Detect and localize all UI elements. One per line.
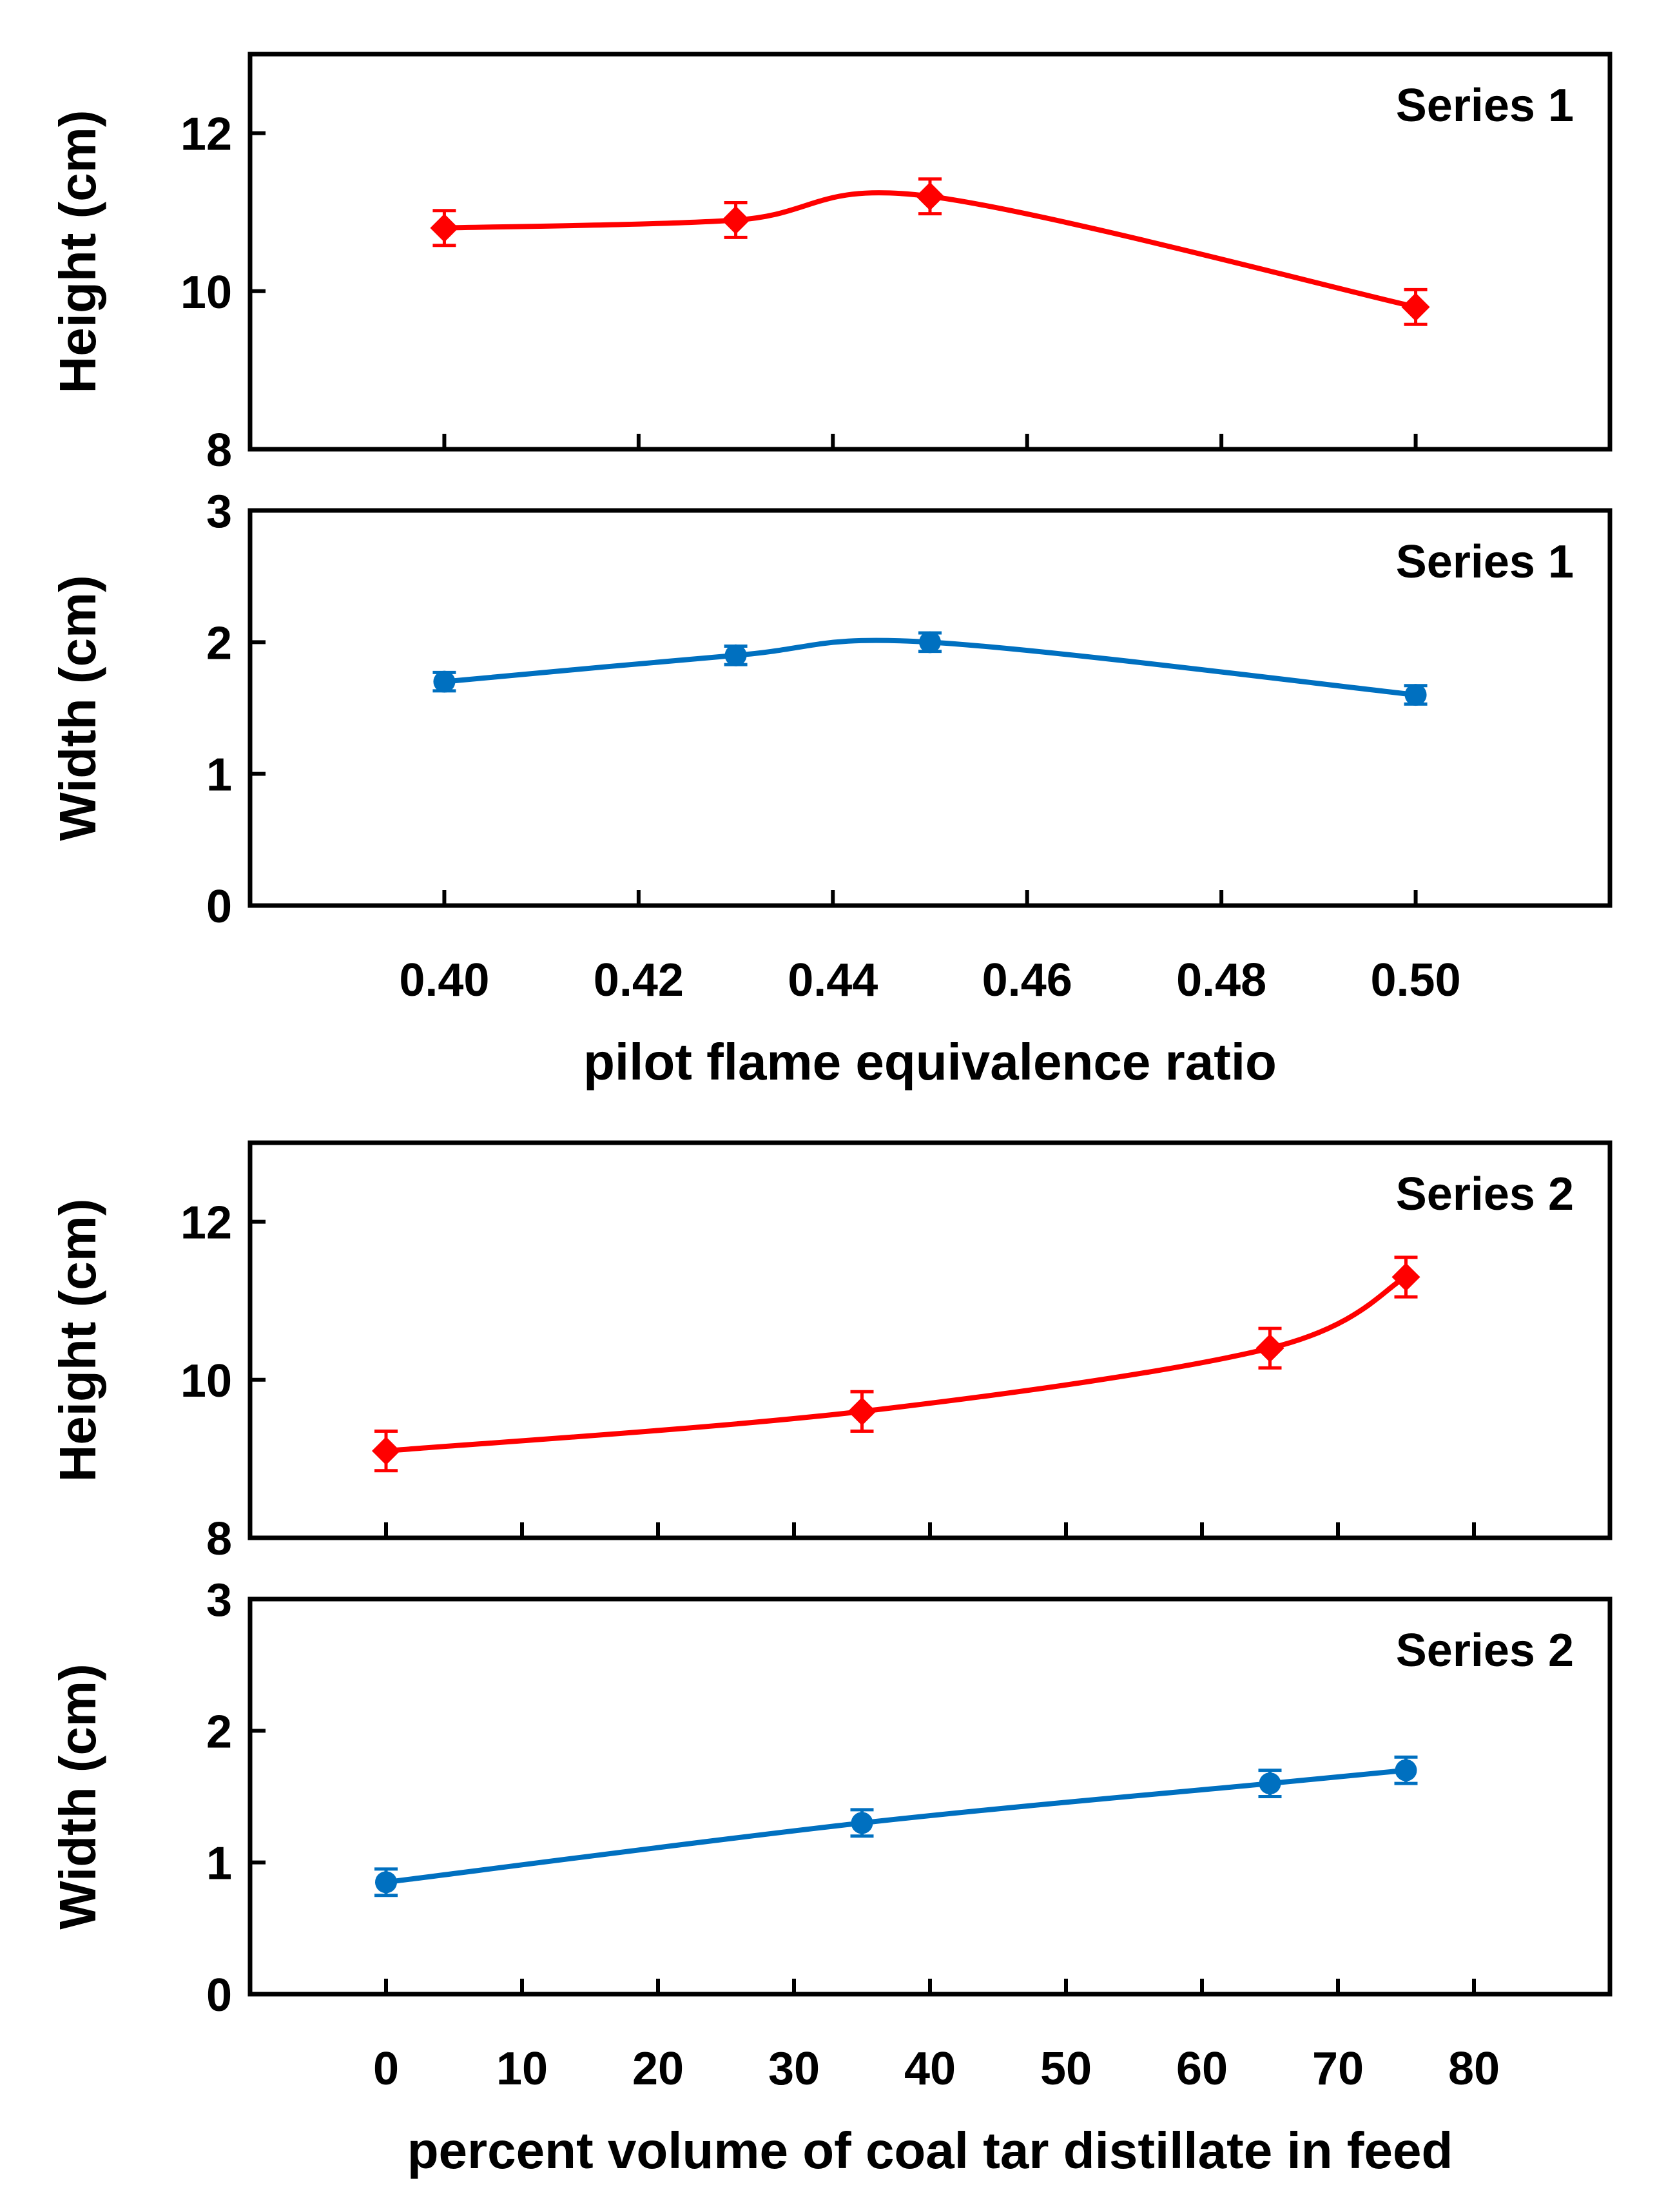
top-height-plot-frame	[247, 52, 1613, 452]
top-width-x-tick-label: 0.46	[982, 955, 1072, 1006]
bottom-height-data-point	[848, 1397, 877, 1426]
bottom-width-data-point	[1395, 1759, 1417, 1781]
top-width-y-tick-label: 2	[206, 617, 232, 669]
top-width-x-tick-label: 0.50	[1371, 955, 1461, 1006]
top-width-y-tick-label: 1	[206, 750, 232, 801]
top-width-x-tick-label: 0.44	[788, 955, 878, 1006]
bottom-width-x-tick-label: 80	[1448, 2043, 1500, 2095]
bottom-width-x-tick-label: 50	[1040, 2043, 1092, 2095]
bottom-width-y-tick-label: 0	[206, 1970, 232, 2021]
top-width-data-point	[1404, 684, 1427, 706]
bottom-height-series-line	[385, 1274, 1408, 1454]
top-width-x-tick-label: 0.40	[399, 955, 489, 1006]
top-height-data-point	[430, 213, 459, 242]
bottom-width-x-tick-label: 40	[904, 2043, 956, 2095]
top-width-data-point	[724, 644, 747, 666]
top-width-y-axis-title: Width (cm)	[49, 575, 106, 841]
top-height-data-point	[1401, 293, 1430, 322]
bottom-height-data-point	[372, 1437, 400, 1466]
bottom-width-y-tick-label: 3	[206, 1575, 232, 1626]
bottom-width-series-label: Series 2	[1396, 1625, 1574, 1676]
top-width-x-tick-label: 0.42	[594, 955, 684, 1006]
top-width-plot-frame	[247, 508, 1613, 908]
top-height-data-point	[721, 206, 750, 235]
top-width-x-axis-title: pilot flame equivalence ratio	[583, 1033, 1277, 1091]
bottom-width-x-axis-title: percent volume of coal tar distillate in…	[407, 2122, 1453, 2179]
bottom-width-x-tick-label: 60	[1176, 2043, 1228, 2095]
panel-top-width: 0 1 2 3 0.40 0.42 0.44 0.46 0.48 0.50 Width (cm) pi…	[49, 486, 1613, 1091]
top-width-y-tick-label: 0	[206, 881, 232, 933]
top-height-y-tick-label: 10	[180, 267, 232, 318]
bottom-height-data-point	[1255, 1334, 1284, 1363]
bottom-width-data-point	[375, 1871, 397, 1894]
bottom-height-y-axis-title: Height (cm)	[49, 1199, 106, 1482]
bottom-width-x-tick-label: 70	[1312, 2043, 1364, 2095]
bottom-height-y-tick-label: 12	[180, 1198, 232, 1249]
top-height-series-line	[444, 190, 1417, 310]
top-height-y-tick-label: 12	[180, 109, 232, 160]
bottom-width-x-tick-label: 10	[496, 2043, 548, 2095]
bottom-height-data-point	[1391, 1263, 1420, 1292]
bottom-height-y-tick-label: 8	[206, 1513, 232, 1565]
bottom-width-x-tick-label: 0	[373, 2043, 399, 2095]
top-width-series-label: Series 1	[1396, 536, 1574, 588]
panel-bottom-height: 8 10 12 Height (cm) Series 2	[49, 1140, 1613, 1565]
bottom-width-y-tick-label: 2	[206, 1706, 232, 1758]
top-width-series-line	[444, 637, 1417, 698]
top-height-y-tick-label: 8	[206, 425, 232, 476]
top-height-y-axis-title: Height (cm)	[49, 110, 106, 394]
top-width-y-tick-label: 3	[206, 486, 232, 538]
bottom-height-y-tick-label: 10	[180, 1355, 232, 1407]
top-width-data-point	[919, 631, 941, 654]
bottom-width-y-axis-title: Width (cm)	[49, 1664, 106, 1930]
panel-top-height: 8 10 12 Height (cm) Series 1	[49, 52, 1613, 476]
bottom-height-series-label: Series 2	[1396, 1169, 1574, 1220]
top-height-data-point	[916, 182, 944, 211]
bottom-width-series-line	[385, 1767, 1406, 1885]
bottom-width-data-point	[1259, 1772, 1281, 1795]
top-width-data-point	[433, 670, 456, 693]
bottom-width-data-point	[851, 1812, 873, 1834]
bottom-width-x-tick-label: 20	[632, 2043, 684, 2095]
bottom-width-x-tick-label: 30	[768, 2043, 820, 2095]
top-width-x-tick-label: 0.48	[1176, 955, 1266, 1006]
bottom-width-y-tick-label: 1	[206, 1838, 232, 1890]
top-height-series-label: Series 1	[1396, 80, 1574, 131]
